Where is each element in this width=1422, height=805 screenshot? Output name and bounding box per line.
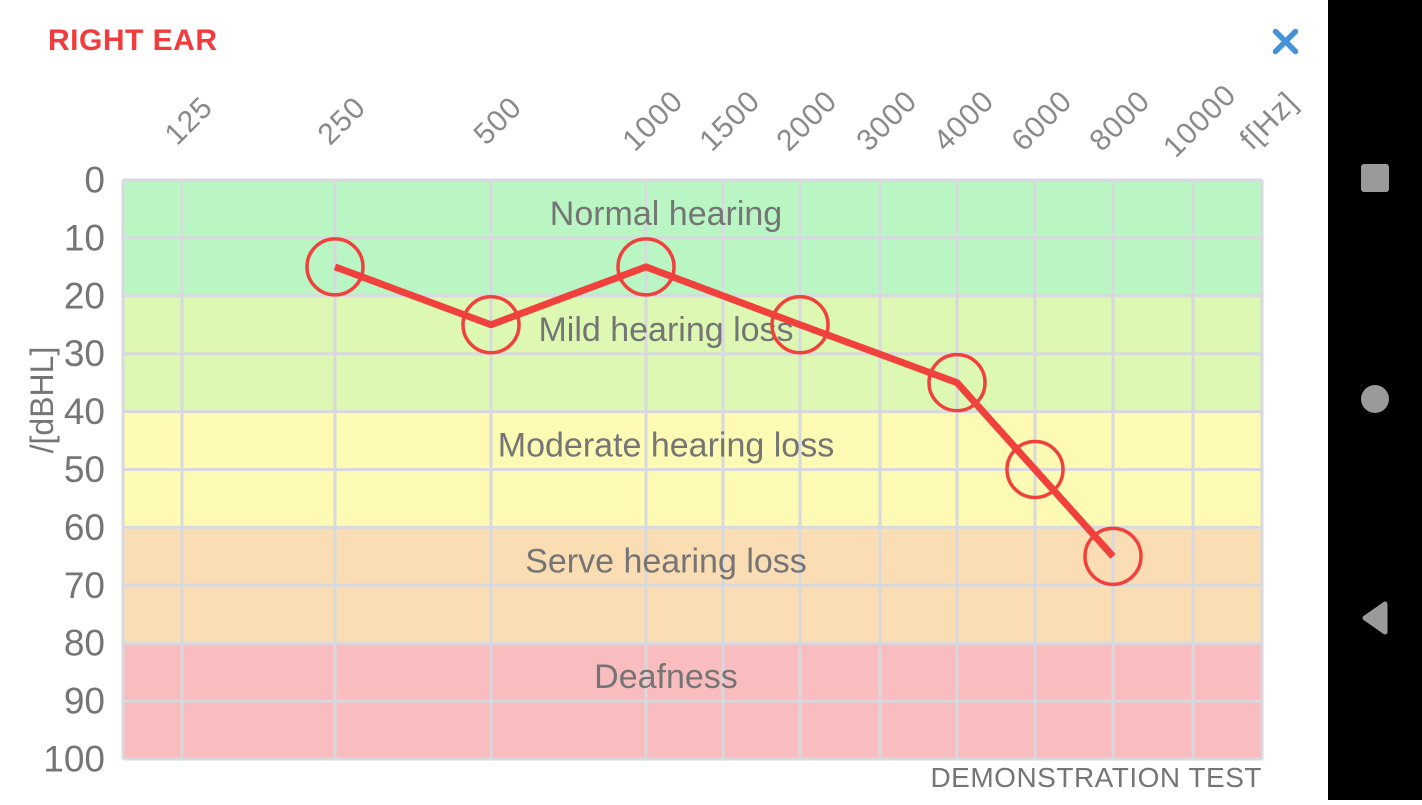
db-tick-label: 60: [64, 507, 105, 548]
freq-tick-label: 1000: [616, 84, 689, 157]
db-tick-label: 80: [64, 623, 105, 664]
db-tick-label: 90: [64, 681, 105, 722]
audiogram-point: [927, 352, 987, 413]
audiogram-svg: Normal hearing Mild hearing loss Moderate …: [24, 78, 1304, 793]
zone-label: Deafness: [594, 658, 738, 696]
db-tick-label: 30: [64, 333, 105, 374]
recents-button[interactable]: [1328, 148, 1422, 208]
back-button[interactable]: [1328, 588, 1422, 648]
audiogram-point: [305, 237, 365, 297]
freq-tick-label: 1500: [693, 84, 766, 157]
freq-tick-label: 2000: [770, 84, 843, 157]
zone-label: Mild hearing loss: [538, 311, 793, 349]
audiogram-point: [770, 295, 830, 355]
audiogram-line: [333, 263, 1116, 559]
db-tick-label: 40: [64, 391, 105, 432]
zone-label: Serve hearing loss: [525, 542, 807, 580]
back-triangle-icon: [1362, 601, 1388, 635]
close-button[interactable]: [1264, 20, 1306, 62]
audiogram-point: [616, 237, 676, 297]
freq-tick-label: 10000: [1157, 78, 1243, 164]
zone-label: Normal hearing: [550, 195, 782, 233]
freq-tick-label: 250: [312, 91, 373, 152]
db-tick-label: 0: [84, 160, 105, 201]
home-circle-icon: [1361, 385, 1389, 413]
freq-tick-label: 125: [159, 91, 220, 152]
close-icon: [1272, 28, 1298, 54]
android-nav-bar: [1328, 0, 1422, 800]
db-tick-label: 100: [43, 739, 105, 780]
freq-tick-label: 6000: [1005, 84, 1078, 157]
freq-tick-label: 4000: [927, 84, 1000, 157]
demo-watermark: DEMONSTRATION TEST: [930, 762, 1262, 793]
zone-label: Moderate hearing loss: [498, 427, 834, 465]
y-axis-title: /[dBHL]: [24, 347, 60, 454]
db-tick-label: 10: [64, 217, 105, 258]
freq-tick-label: 8000: [1083, 84, 1156, 157]
audiogram-point: [1083, 526, 1143, 587]
recents-square-icon: [1361, 164, 1389, 192]
audiogram-point: [1005, 439, 1065, 500]
audiogram-point: [461, 295, 521, 355]
freq-tick-label: 3000: [850, 84, 923, 157]
db-tick-label: 20: [64, 275, 105, 316]
page-title: RIGHT EAR: [48, 24, 218, 57]
home-button[interactable]: [1328, 369, 1422, 429]
db-tick-label: 50: [64, 449, 105, 490]
audiogram-chart: Normal hearing Mild hearing loss Moderate …: [24, 78, 1304, 793]
app-window: RIGHT EAR Normal hearing Mild hearing los…: [24, 20, 1306, 793]
freq-tick-label: f[Hz]: [1234, 86, 1304, 156]
db-tick-label: 70: [64, 565, 105, 606]
freq-tick-label: 500: [468, 91, 529, 152]
